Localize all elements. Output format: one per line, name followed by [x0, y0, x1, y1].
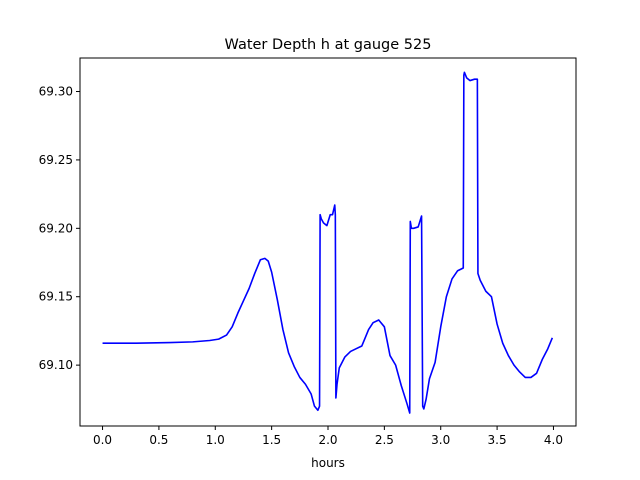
- x-tick-label: 1.0: [206, 433, 225, 447]
- series-line-0: [102, 71, 554, 414]
- x-axis-label: hours: [311, 456, 345, 470]
- x-tick-label: 4.0: [544, 433, 563, 447]
- y-tick-label: 69.30: [39, 85, 73, 99]
- x-tick-label: 1.5: [262, 433, 281, 447]
- x-tick-label: 3.5: [488, 433, 507, 447]
- x-axis: 0.0 0.5 1.0 1.5 2.0 2.5 3.0 3.5 4.0: [93, 426, 563, 447]
- plot-area: [102, 71, 554, 414]
- y-tick-label: 69.15: [39, 290, 73, 304]
- x-tick-label: 2.5: [375, 433, 394, 447]
- x-tick-label: 0.0: [93, 433, 112, 447]
- x-tick-label: 3.0: [431, 433, 450, 447]
- chart-title: Water Depth h at gauge 525: [225, 37, 432, 53]
- x-tick-label: 0.5: [149, 433, 168, 447]
- y-tick-label: 69.10: [39, 358, 73, 372]
- x-tick-label: 2.0: [318, 433, 337, 447]
- y-tick-label: 69.20: [39, 221, 73, 235]
- y-axis: 69.10 69.15 69.20 69.25 69.30: [39, 85, 80, 372]
- y-tick-label: 69.25: [39, 153, 73, 167]
